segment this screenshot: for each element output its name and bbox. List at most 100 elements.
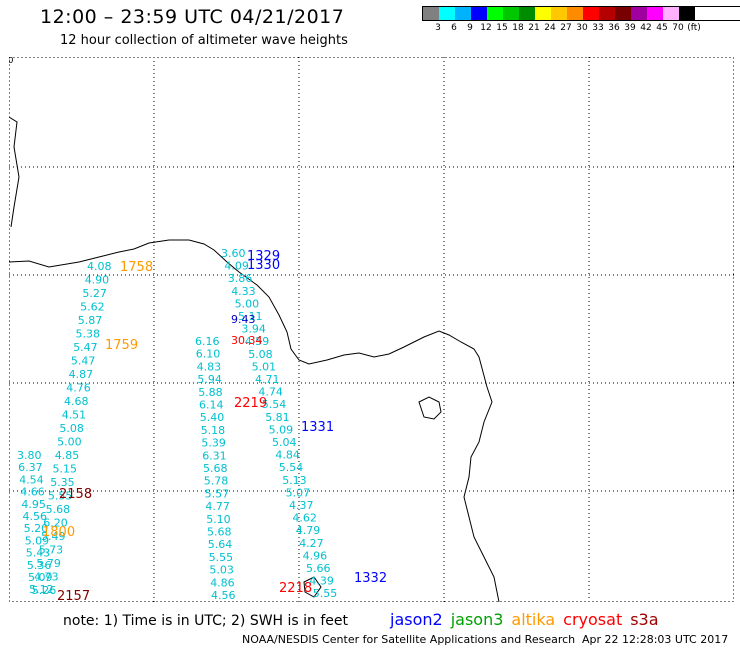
altika-track-value: 4.95 bbox=[21, 498, 46, 511]
satellite-name: s3a bbox=[630, 610, 659, 629]
jason-track-value: 4.37 bbox=[289, 499, 314, 512]
pass-time-label: 2218 bbox=[279, 581, 312, 596]
jason-track-value: 4.71 bbox=[255, 373, 280, 386]
legend-label: 27 bbox=[560, 23, 572, 33]
legend-label: 30 bbox=[576, 23, 588, 33]
altika-track-value: 4.73 bbox=[34, 571, 59, 584]
altika-track-value: 5.87 bbox=[78, 314, 103, 327]
legend-swatch bbox=[583, 7, 599, 20]
altika-track-value: 5.47 bbox=[73, 341, 98, 354]
altika-track-value: 5.15 bbox=[53, 463, 78, 476]
altika-track-value: 4.85 bbox=[55, 449, 80, 462]
pass-time-label: 2158 bbox=[59, 487, 92, 502]
pass-time-label: 1800 bbox=[42, 525, 75, 540]
axis-labels: 03691215024610 bbox=[9, 57, 14, 66]
altika-track-value: 5.09 bbox=[28, 571, 53, 584]
altika-track-value: 6.20 bbox=[43, 517, 68, 530]
altika-track-value: 5.27 bbox=[82, 287, 107, 300]
legend-label: 9 bbox=[467, 23, 473, 33]
cryosat-track-value: 4.83 bbox=[197, 360, 222, 373]
cryosat-track-value: 5.94 bbox=[197, 373, 222, 386]
altika-track-value: 4.56 bbox=[23, 510, 48, 523]
pass-time-label: 1329 bbox=[247, 249, 280, 264]
legend-label: 39 bbox=[624, 23, 636, 33]
altika-track-value: 5.00 bbox=[57, 436, 82, 449]
high-wave-value: 9.43 bbox=[231, 313, 256, 326]
pass-time-label: 1759 bbox=[105, 338, 138, 353]
jason-track-value: 4.33 bbox=[231, 285, 256, 298]
legend-swatch bbox=[551, 7, 567, 20]
cryosat-track-value: 5.57 bbox=[205, 487, 230, 500]
jason-track-value: 4.59 bbox=[245, 335, 269, 348]
jason-track-value: 5.66 bbox=[306, 562, 331, 575]
cryosat-track-value: 5.40 bbox=[200, 411, 225, 424]
units-note: note: 1) Time is in UTC; 2) SWH is in fe… bbox=[63, 613, 349, 629]
legend-swatch bbox=[535, 7, 551, 20]
legend-swatch bbox=[519, 7, 535, 20]
altika-track-value: 4.54 bbox=[19, 473, 44, 486]
legend-label: 12 bbox=[480, 23, 492, 33]
jason-track-value: 5.09 bbox=[269, 423, 294, 436]
map-border bbox=[9, 57, 734, 602]
legend-swatch bbox=[487, 7, 503, 20]
pass-time-label: 2157 bbox=[57, 589, 90, 602]
altika-track-value: 5.49 bbox=[41, 530, 66, 543]
legend-label: 42 bbox=[640, 23, 652, 33]
legend-swatch bbox=[567, 7, 583, 20]
jason-track-value: 5.54 bbox=[262, 398, 287, 411]
cryosat-track-value: 5.03 bbox=[209, 564, 234, 577]
map-subtitle: 12 hour collection of altimeter wave hei… bbox=[60, 33, 348, 48]
jason-track-value: 5.54 bbox=[279, 461, 304, 474]
jason-track-value: 4.27 bbox=[299, 537, 324, 550]
cryosat-track-value: 5.68 bbox=[207, 526, 232, 539]
legend-label: (ft) bbox=[687, 23, 701, 33]
altika-track-value: 5.43 bbox=[26, 547, 51, 560]
legend-swatch bbox=[647, 7, 663, 20]
legend-label: 36 bbox=[608, 23, 620, 33]
track-labels: 4.084.905.275.625.875.385.475.474.874.76… bbox=[17, 247, 387, 602]
jason-track-value: 4.62 bbox=[292, 512, 317, 525]
legend-swatch bbox=[439, 7, 455, 20]
jason-track-value: 5.08 bbox=[248, 348, 273, 361]
legend-label: 21 bbox=[528, 23, 540, 33]
cryosat-track-value: 4.77 bbox=[205, 500, 230, 513]
altika-track-value: 3.80 bbox=[17, 449, 42, 462]
credit-text: NOAA/NESDIS Center for Satellite Applica… bbox=[242, 633, 576, 646]
cryosat-track-value: 6.16 bbox=[195, 335, 220, 348]
altika-track-value: 5.26 bbox=[32, 584, 57, 597]
satellite-name: jason3 bbox=[450, 610, 504, 629]
altika-track-value: 5.62 bbox=[80, 301, 105, 314]
satellite-name: altika bbox=[511, 610, 556, 629]
legend-swatch bbox=[599, 7, 615, 20]
jason-track-value: 5.07 bbox=[286, 486, 311, 499]
legend-label: 33 bbox=[592, 23, 604, 33]
jason-track-value: 4.09 bbox=[224, 260, 249, 273]
jason-track-value: 5.11 bbox=[238, 310, 263, 323]
jason-track-value: 4.39 bbox=[309, 575, 334, 588]
timestamp: Apr 22 12:28:03 UTC 2017 bbox=[582, 633, 729, 646]
coastline bbox=[9, 116, 500, 602]
pass-time-label: 2219 bbox=[234, 396, 267, 411]
legend-swatch bbox=[455, 7, 471, 20]
extreme-wave-value: 30.34 bbox=[231, 334, 263, 347]
legend-swatch bbox=[423, 7, 439, 20]
jason-track-value: 5.81 bbox=[265, 411, 290, 424]
altika-track-value: 4.87 bbox=[69, 368, 94, 381]
legend-labels: 3 6 9 12 15 18 21 24 27 30 33 36 39 42 45 70 (ft) bbox=[422, 23, 740, 35]
legend-label: 6 bbox=[451, 23, 457, 33]
jason-track-value: 4.79 bbox=[296, 524, 321, 537]
jason-track-value: 5.01 bbox=[316, 600, 341, 602]
legend-label: 18 bbox=[512, 23, 524, 33]
altika-track-value: 5.35 bbox=[50, 476, 74, 489]
jason-track-value: 5.04 bbox=[272, 436, 297, 449]
cryosat-track-value: 4.56 bbox=[211, 589, 236, 602]
altika-track-value: 5.36 bbox=[27, 559, 52, 572]
legend-label: 45 bbox=[656, 23, 668, 33]
map-grid bbox=[9, 57, 734, 602]
map-title: 12:00 – 23:59 UTC 04/21/2017 bbox=[40, 6, 345, 28]
jason-track-value: 4.96 bbox=[303, 549, 328, 562]
cryosat-track-value: 5.78 bbox=[204, 475, 229, 488]
jason-track-value: 3.94 bbox=[241, 323, 266, 336]
legend-label: 70 bbox=[672, 23, 684, 33]
satellite-name: cryosat bbox=[563, 610, 623, 629]
